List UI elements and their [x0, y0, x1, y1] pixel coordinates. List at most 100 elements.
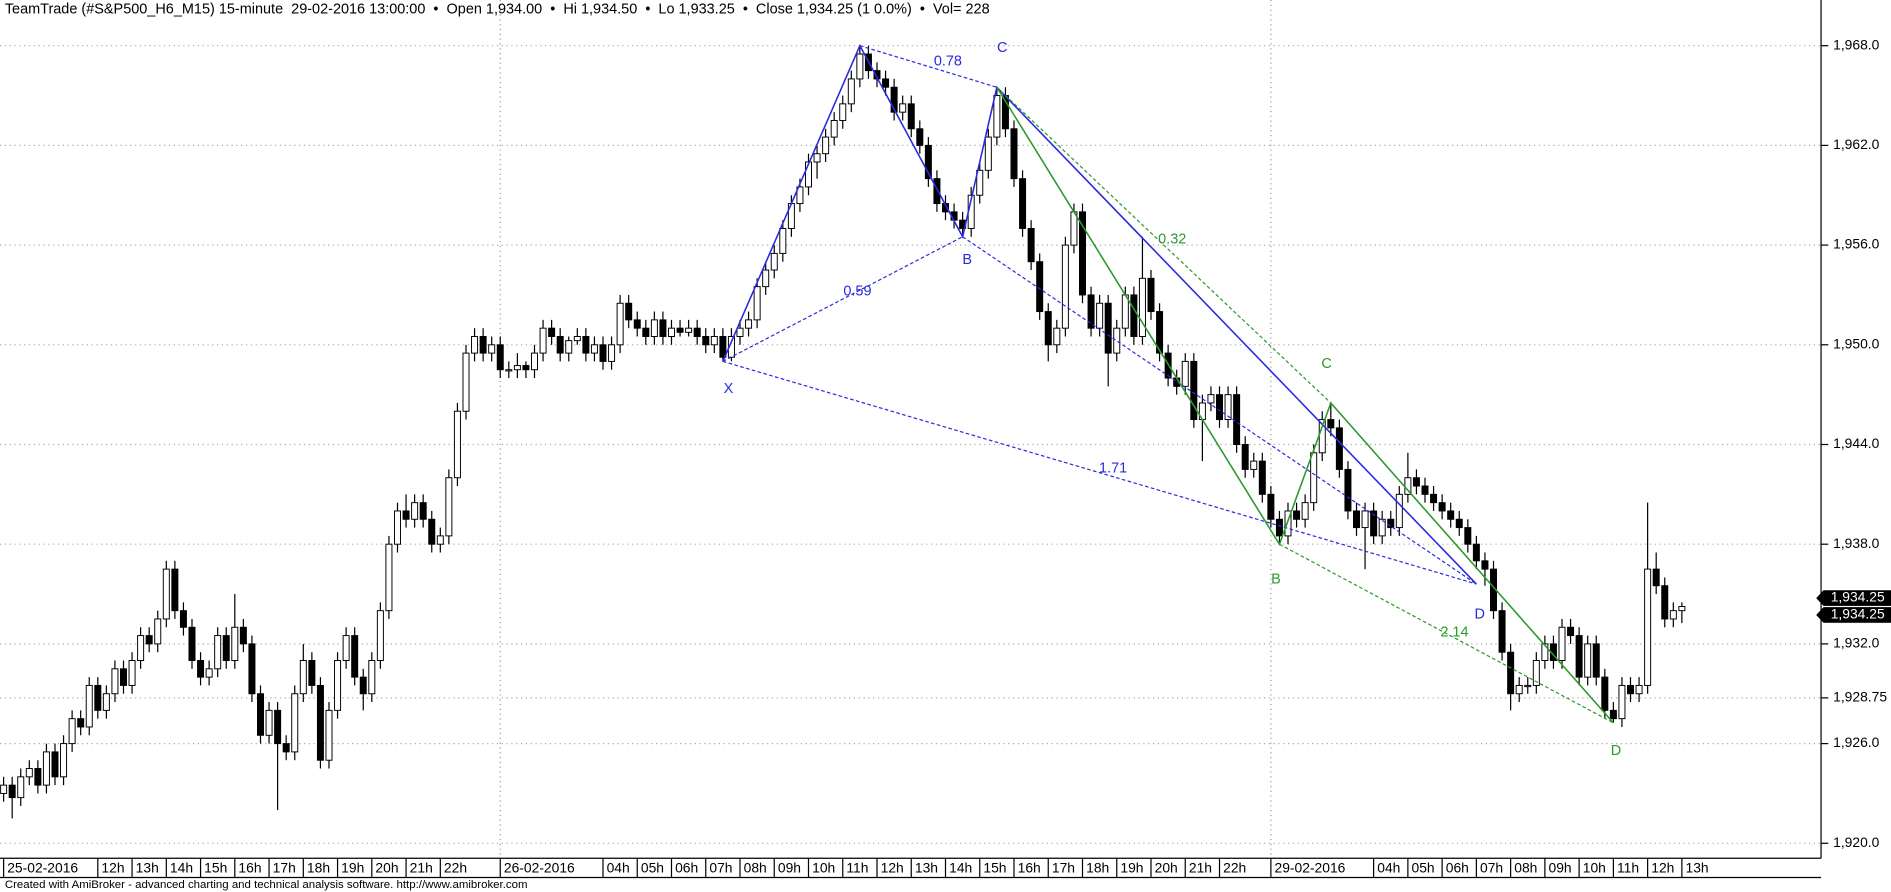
candle-body [1361, 510, 1369, 529]
candle-body [214, 635, 222, 670]
y-tick-label: 1,968.0 [1833, 36, 1880, 52]
candle-body [1019, 178, 1027, 229]
candle-body [1258, 460, 1266, 495]
candle-body [882, 78, 890, 88]
candle-body [34, 768, 42, 786]
candle-body [1430, 493, 1438, 504]
candle-body [1216, 394, 1223, 421]
candle-body [496, 344, 504, 371]
candle-body [1412, 477, 1420, 487]
candle-body [1644, 568, 1652, 686]
x-tick-label: 18h [307, 860, 330, 876]
candle-body [1421, 485, 1429, 495]
candle-body [1669, 610, 1677, 620]
x-tick-label: 06h [675, 860, 698, 876]
candle-body [890, 86, 898, 113]
candle-body [856, 53, 864, 80]
candle-body [719, 336, 727, 358]
candle-body [376, 610, 384, 661]
candle-body [1472, 543, 1480, 562]
candle-body [111, 668, 119, 695]
chart-header: TeamTrade (#S&P500_H6_M15) 15-minute 29-… [5, 1, 990, 17]
candle-body [539, 327, 547, 354]
candle-body [676, 327, 684, 333]
candle-body [385, 543, 393, 612]
candles [0, 45, 1686, 819]
x-tick-label: 18h [1086, 860, 1109, 876]
ratio-label: 0.32 [1158, 232, 1186, 248]
candle-body [976, 169, 984, 196]
candle-body [805, 161, 812, 188]
y-tick-label: 1,938.0 [1833, 535, 1880, 551]
x-tick-label: 11h [1617, 860, 1639, 876]
x-tick-label: 21h [1189, 860, 1212, 876]
candle-body [1601, 676, 1609, 711]
candle-body [342, 635, 350, 661]
candle-body [1652, 568, 1660, 587]
candle-body [1575, 635, 1583, 678]
x-tick-label: 17h [273, 860, 296, 876]
x-tick-label: 15h [204, 860, 227, 876]
x-tick-label: 04h [607, 860, 630, 876]
candle-body [899, 103, 907, 113]
blue-ratio-line [722, 236, 963, 362]
x-tick-label: 26-02-2016 [504, 860, 575, 876]
candle-body [0, 784, 8, 794]
price-tag-label: 1,934.25 [1831, 589, 1885, 605]
candle-body [119, 668, 127, 686]
header-hi: Hi 1,934.50 [563, 1, 637, 17]
candle-body [847, 78, 855, 105]
candle-body [599, 344, 607, 362]
header-separator: • [433, 1, 438, 17]
candle-body [137, 635, 145, 661]
x-tick-label: 13h [136, 860, 159, 876]
candle-body [1541, 643, 1549, 661]
candle-body [1138, 277, 1146, 337]
candle-body [1061, 244, 1069, 329]
x-tick-label: 08h [1514, 860, 1537, 876]
x-tick-label: 12h [1651, 860, 1674, 876]
header-close: Close 1,934.25 (1 0.0%) [756, 1, 912, 17]
candle-body [668, 327, 675, 337]
candle-body [51, 751, 59, 778]
candle-body [685, 327, 693, 333]
candle-body [1130, 294, 1138, 337]
y-tick-label: 1,928.75 [1833, 689, 1887, 705]
candle-body [1370, 510, 1378, 537]
blue-ratio-line [962, 236, 1477, 585]
candle-body [839, 103, 847, 121]
candle-body [822, 136, 830, 155]
candle-body [1301, 502, 1309, 520]
green-pattern [996, 86, 1614, 724]
x-tick-label: 25-02-2016 [7, 860, 78, 876]
x-tick-label: 22h [444, 860, 467, 876]
candle-body [1678, 606, 1686, 612]
candle-body [256, 693, 264, 736]
candle-body [1507, 651, 1515, 695]
chart-title: TeamTrade (#S&P500_H6_M15) 15-minute [5, 1, 283, 17]
price-tag-arrow [1816, 607, 1824, 623]
x-tick-label: 11h [846, 860, 868, 876]
candle-body [513, 365, 521, 371]
candle-body [548, 327, 556, 337]
candle-body [128, 660, 136, 686]
x-tick-label: 12h [101, 860, 124, 876]
candle-body [308, 660, 316, 686]
ratio-label: 1.71 [1099, 461, 1127, 477]
candle-body [1181, 360, 1189, 387]
blue-ratio-line [722, 360, 1477, 585]
candle-body [60, 743, 68, 778]
candle-body [590, 344, 598, 354]
candle-body [633, 319, 641, 329]
candle-body [419, 502, 427, 520]
candle-body [916, 128, 924, 146]
candle-body [745, 319, 753, 329]
candle-body [505, 369, 513, 372]
x-tick-label: 09h [1548, 860, 1571, 876]
candle-body [1498, 610, 1506, 653]
candle-body [1584, 643, 1592, 678]
candle-body [924, 144, 932, 180]
candle-body [231, 626, 239, 661]
candle-body [1327, 419, 1335, 429]
